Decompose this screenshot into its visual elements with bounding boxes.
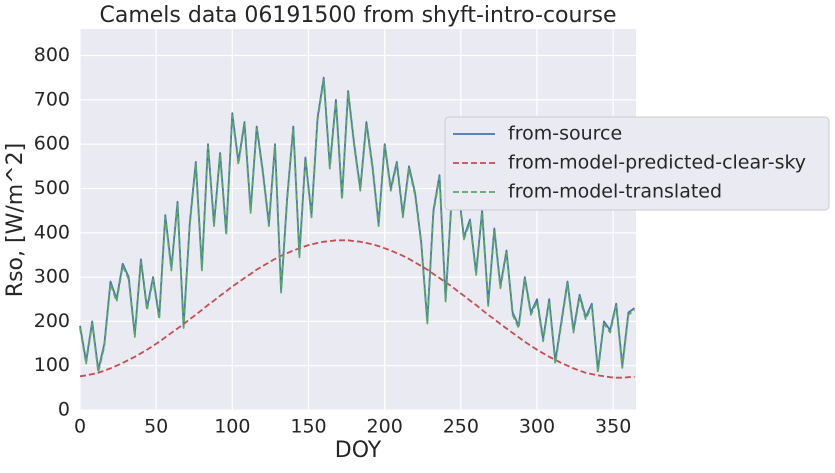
series-line xyxy=(79,239,635,379)
x-tick-label: 350 xyxy=(595,416,631,438)
y-axis-label: Rso, [W/m^2] xyxy=(3,143,28,297)
y-tick-label: 0 xyxy=(58,399,70,421)
legend: from-source from-model-predicted-clear-sk… xyxy=(444,116,830,211)
legend-label: from-source xyxy=(508,123,622,145)
x-tick-label: 250 xyxy=(443,416,479,438)
legend-label: from-model-predicted-clear-sky xyxy=(508,152,806,174)
y-tick-label: 600 xyxy=(34,133,70,155)
x-tick-label: 50 xyxy=(144,416,168,438)
y-tick-label: 700 xyxy=(34,88,70,110)
chart-title: Camels data 06191500 from shyft-intro-co… xyxy=(99,3,616,28)
y-tick-label: 200 xyxy=(34,310,70,332)
x-axis-label: DOY xyxy=(335,438,382,463)
y-tick-label: 400 xyxy=(34,221,70,243)
plot-area xyxy=(80,29,636,410)
y-tick-label: 100 xyxy=(34,354,70,376)
x-tick-label: 150 xyxy=(290,416,326,438)
y-tick-label: 300 xyxy=(34,266,70,288)
x-tick-label: 200 xyxy=(367,416,403,438)
x-tick-label: 0 xyxy=(74,416,86,438)
legend-label: from-model-translated xyxy=(508,181,722,203)
y-tick-label: 800 xyxy=(34,44,70,66)
x-tick-label: 300 xyxy=(519,416,555,438)
y-tick-label: 500 xyxy=(34,177,70,199)
x-tick-label: 100 xyxy=(214,416,250,438)
series-line xyxy=(79,79,636,374)
legend-box xyxy=(444,116,830,211)
